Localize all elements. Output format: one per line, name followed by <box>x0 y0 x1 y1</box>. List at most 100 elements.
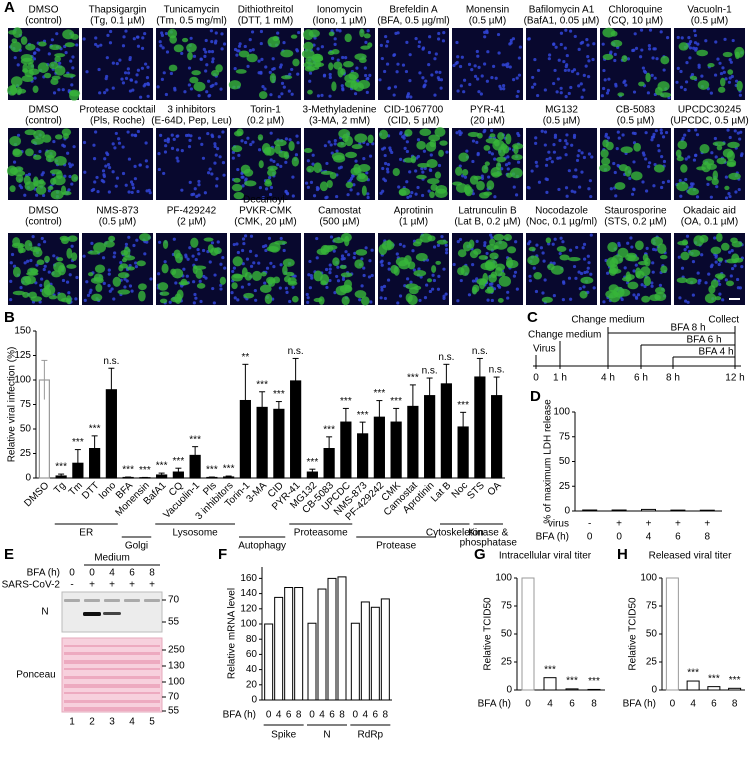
nucleus <box>70 163 74 167</box>
nucleus <box>477 65 481 69</box>
nucleus <box>665 36 670 40</box>
nucleus <box>662 68 666 72</box>
infected-cell <box>653 164 665 173</box>
nucleus <box>123 71 128 75</box>
nucleus <box>590 155 594 159</box>
nucleus <box>689 40 693 44</box>
image-label: CB-5083 <box>616 105 656 116</box>
nucleus <box>272 66 276 71</box>
infected-cell <box>30 296 43 302</box>
nucleus <box>208 167 212 171</box>
nucleus <box>204 38 208 43</box>
nucleus <box>579 82 583 86</box>
infected-cell <box>625 254 636 262</box>
nucleus <box>210 50 215 54</box>
timeline-label: BFA 8 h <box>670 323 705 334</box>
nucleus <box>258 186 263 190</box>
infected-cell <box>287 280 298 286</box>
nucleus <box>731 266 735 271</box>
infected-cell <box>333 61 343 70</box>
nucleus <box>149 277 153 281</box>
nucleus <box>134 261 138 265</box>
infected-cell <box>483 145 491 151</box>
nucleus <box>207 79 211 83</box>
image-label: (500 µM) <box>319 217 359 228</box>
nucleus <box>368 154 373 158</box>
infected-cell <box>392 167 400 177</box>
nucleus <box>111 86 115 90</box>
x-tick-label: 8 <box>732 699 738 710</box>
nucleus <box>545 190 549 194</box>
nucleus <box>689 182 694 186</box>
y-tick-label: 20 <box>246 679 258 690</box>
nucleus <box>630 192 635 196</box>
nucleus <box>204 50 208 54</box>
nucleus <box>354 159 358 163</box>
nucleus <box>75 275 79 280</box>
infected-cell <box>12 148 21 156</box>
nucleus <box>516 89 520 94</box>
nucleus <box>13 56 17 60</box>
nucleus <box>176 159 180 163</box>
infected-cell <box>65 295 72 305</box>
infected-cell <box>38 41 47 47</box>
nucleus <box>399 157 403 161</box>
nucleus <box>232 266 236 270</box>
infected-cell <box>331 81 337 92</box>
nucleus <box>416 154 421 159</box>
image-label: (CMK, 20 µM) <box>234 217 296 228</box>
image-label: (3-MA, 2 mM) <box>309 116 370 127</box>
nucleus <box>337 166 341 170</box>
nucleus <box>126 67 130 71</box>
nucleus <box>146 81 150 86</box>
infected-cell <box>353 163 361 175</box>
nucleus <box>441 39 446 43</box>
infected-cell <box>439 140 448 146</box>
nucleus <box>268 70 272 74</box>
nucleus <box>506 167 510 171</box>
infected-cell <box>64 42 75 48</box>
nucleus <box>650 73 654 77</box>
nucleus <box>740 265 744 269</box>
nucleus <box>83 298 87 302</box>
nucleus <box>197 183 201 187</box>
nucleus <box>490 75 494 80</box>
nucleus <box>636 293 641 297</box>
nucleus <box>471 139 476 143</box>
nucleus <box>304 181 309 185</box>
nucleus <box>111 170 115 174</box>
nucleus <box>369 300 373 304</box>
nucleus <box>251 48 255 52</box>
nucleus <box>57 88 61 92</box>
nucleus <box>66 151 70 155</box>
infected-cell <box>54 134 63 140</box>
nucleus <box>456 55 460 59</box>
infected-cell <box>545 237 552 244</box>
nucleus <box>736 286 740 290</box>
nucleus <box>340 254 345 258</box>
nucleus <box>589 272 593 276</box>
nucleus <box>145 189 149 193</box>
nucleus <box>362 266 366 270</box>
infected-cell <box>340 232 352 242</box>
infected-cell <box>19 247 26 253</box>
nucleus <box>537 180 542 184</box>
infected-cell <box>138 290 146 302</box>
infected-cell <box>734 51 740 60</box>
nucleus <box>600 94 604 98</box>
infected-cell <box>417 162 430 168</box>
infected-cell <box>358 164 371 172</box>
nucleus <box>328 278 332 283</box>
nucleus <box>276 31 280 35</box>
nucleus <box>568 29 573 33</box>
nucleus <box>315 256 319 260</box>
infected-cell <box>556 246 567 253</box>
nucleus <box>166 137 170 141</box>
infected-cell <box>211 70 220 77</box>
infected-cell <box>233 177 241 183</box>
lane-number: 5 <box>149 717 155 728</box>
nucleus <box>697 281 701 285</box>
nucleus <box>140 66 145 70</box>
nucleus <box>516 160 521 164</box>
nucleus <box>215 177 219 181</box>
